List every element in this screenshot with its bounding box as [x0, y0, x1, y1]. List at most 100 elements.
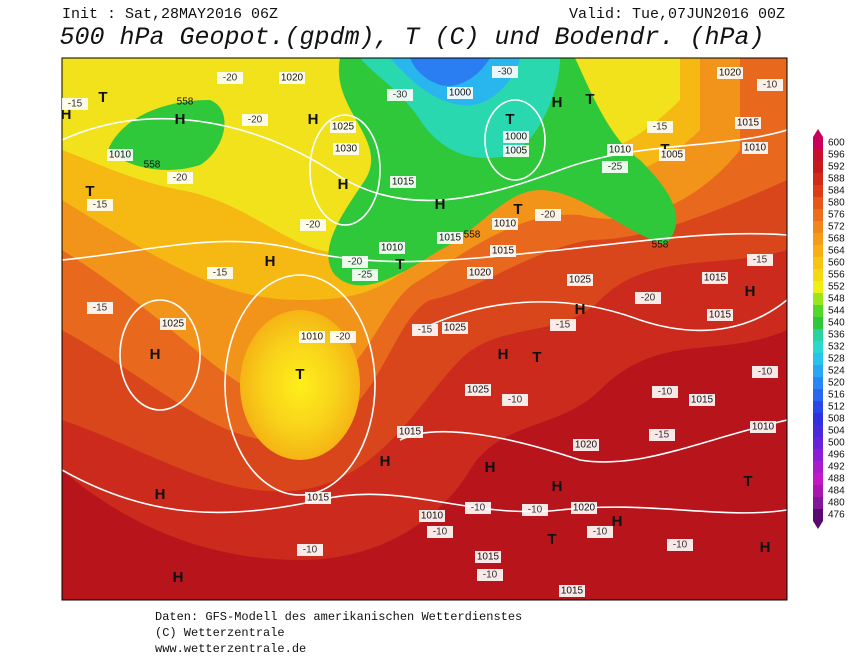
isobar-label: 1010 — [744, 143, 767, 154]
temperature-label: -20 — [173, 173, 188, 184]
temperature-label-box — [300, 219, 326, 231]
temperature-label-box — [330, 331, 356, 343]
temperature-label-box — [667, 539, 693, 551]
isobar-label-box — [333, 143, 359, 155]
colorbar-swatch — [813, 413, 823, 425]
temperature-label-box — [747, 254, 773, 266]
isobar-label-box — [707, 309, 733, 321]
colorbar-swatch — [813, 233, 823, 245]
isobar-label-box — [702, 272, 728, 284]
colorbar-swatch — [813, 461, 823, 473]
footer-source: Daten: GFS-Modell des amerikanischen Wet… — [155, 610, 522, 624]
temperature-label: -15 — [68, 99, 83, 110]
isobar-label-box — [107, 149, 133, 161]
isobar-label: 1010 — [494, 219, 517, 230]
colorbar-label: 588 — [828, 174, 845, 185]
temperature-label-box — [242, 114, 268, 126]
temperature-label-box — [352, 269, 378, 281]
isobar-label: 1015 — [709, 310, 732, 321]
colorbar-label: 540 — [828, 318, 845, 329]
temperature-label-box — [427, 526, 453, 538]
isobar-label: 1020 — [573, 503, 596, 514]
isobar-label: 1015 — [399, 427, 422, 438]
temperature-label-box — [342, 256, 368, 268]
colorbar-label: 552 — [828, 282, 845, 293]
isobar-label: 1010 — [752, 422, 775, 433]
isobar-label: 1015 — [704, 273, 727, 284]
colorbar-label: 596 — [828, 150, 845, 161]
colorbar-swatch — [813, 401, 823, 413]
isobar-label-box — [689, 394, 715, 406]
isobar-label: 1005 — [661, 150, 684, 161]
temperature-label: -10 — [483, 570, 498, 581]
temperature-label-box — [647, 121, 673, 133]
temperature-label: -15 — [93, 303, 108, 314]
colorbar-label: 536 — [828, 330, 845, 341]
colorbar-label: 544 — [828, 306, 845, 317]
temperature-label-box — [535, 209, 561, 221]
valid-time: Valid: Tue,07JUN2016 00Z — [569, 6, 785, 23]
map-labels: HHHHHHTHHHTTTHTTTTHHHTHHTHTHH10201000100… — [61, 66, 783, 597]
colorbar-label: 516 — [828, 390, 845, 401]
colorbar-label: 572 — [828, 222, 845, 233]
colorbar-label: 480 — [828, 498, 845, 509]
temperature-label: -10 — [508, 395, 523, 406]
colorbar-label: 520 — [828, 378, 845, 389]
temperature-label-box — [757, 79, 783, 91]
temperature-label-box — [587, 526, 613, 538]
isobar-lines — [62, 99, 787, 514]
isobar-label: 1000 — [449, 88, 472, 99]
pressure-center-label: T — [513, 201, 522, 218]
colorbar-swatch — [813, 509, 823, 521]
temperature-label-box — [87, 302, 113, 314]
isobar-label-box — [567, 274, 593, 286]
isobar-label: 1015 — [561, 586, 584, 597]
colorbar-swatch — [813, 305, 823, 317]
temperature-label: -15 — [753, 255, 768, 266]
temperature-label-box — [207, 267, 233, 279]
temperature-label-box — [87, 199, 113, 211]
temperature-label: -10 — [593, 527, 608, 538]
temperature-label-box — [652, 386, 678, 398]
colorbar-label: 524 — [828, 366, 845, 377]
isobar-label-box — [442, 322, 468, 334]
temperature-label-box — [649, 429, 675, 441]
temperature-label-box — [492, 66, 518, 78]
isobar-label-box — [735, 117, 761, 129]
colorbar-swatch — [813, 149, 823, 161]
temperature-label: -30 — [498, 67, 513, 78]
colorbar-label: 576 — [828, 210, 845, 221]
temperature-label: -10 — [471, 503, 486, 514]
temperature-label-box — [387, 89, 413, 101]
colorbar-label: 492 — [828, 462, 845, 473]
isobar-label: 1020 — [719, 68, 742, 79]
isobar-label: 1015 — [477, 552, 500, 563]
isobar-label-box — [330, 121, 356, 133]
colorbar-swatch — [813, 173, 823, 185]
colorbar-label: 564 — [828, 246, 845, 257]
isobar-label-box — [419, 510, 445, 522]
isobar-label-box — [379, 242, 405, 254]
colorbar-swatch — [813, 425, 823, 437]
temperature-label: -10 — [303, 545, 318, 556]
isobar-label-box — [305, 492, 331, 504]
colorbar-label: 548 — [828, 294, 845, 305]
isobar-label: 1015 — [492, 246, 515, 257]
colorbar-swatch — [813, 437, 823, 449]
temperature-label: -10 — [758, 367, 773, 378]
isobar-label-box — [279, 72, 305, 84]
temperature-label: -25 — [358, 270, 373, 281]
colorbar-swatch — [813, 245, 823, 257]
temperature-label: -15 — [556, 320, 571, 331]
isobar-label: 1010 — [301, 332, 324, 343]
isobar-label: 1010 — [421, 511, 444, 522]
colorbar-swatch — [813, 185, 823, 197]
colorbar-swatch — [813, 329, 823, 341]
pressure-center-label: H — [552, 478, 563, 495]
isobar-label-box — [503, 145, 529, 157]
isobar-label: 1025 — [332, 122, 355, 133]
colorbar-label: 496 — [828, 450, 845, 461]
temperature-label-box — [412, 324, 438, 336]
colorbar-swatch — [813, 161, 823, 173]
